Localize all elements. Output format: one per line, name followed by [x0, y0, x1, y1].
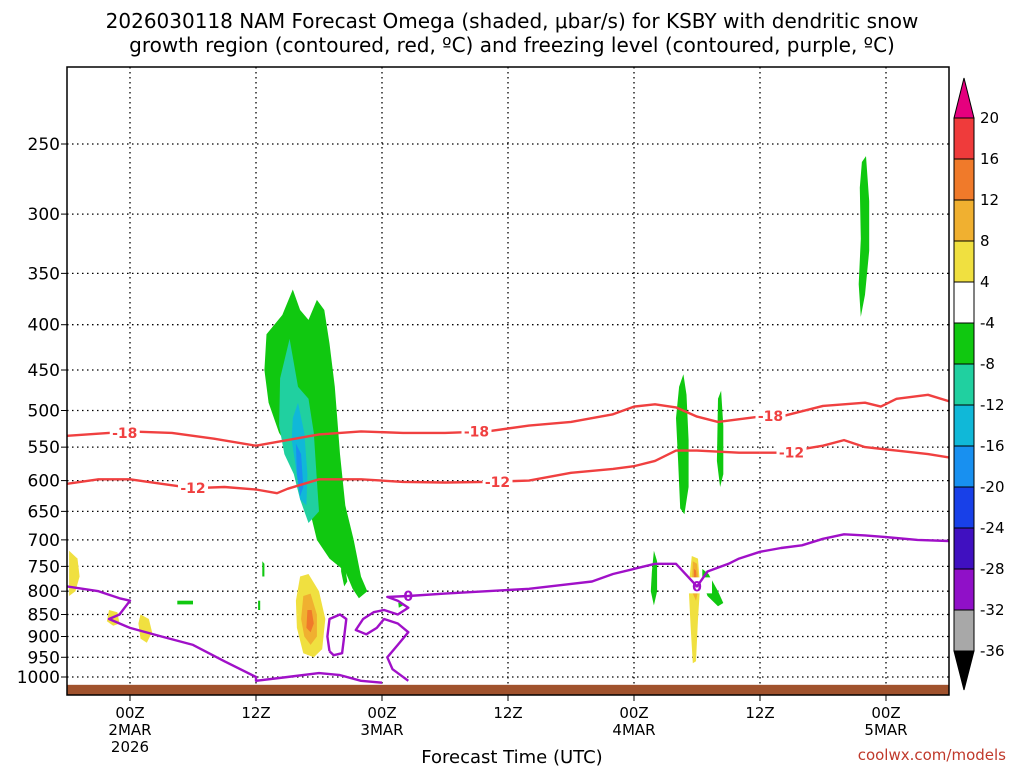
y-tick-label: 300	[28, 205, 60, 225]
y-tick-label: 400	[28, 316, 60, 336]
colorbar-bottom-arrow	[953, 650, 975, 691]
y-tick-label: 350	[28, 264, 60, 284]
y-tick-label: 950	[28, 648, 60, 668]
omega-region	[264, 289, 368, 599]
contour--12	[67, 438, 949, 495]
omega-region	[138, 614, 153, 643]
colorbar-label: 20	[980, 109, 999, 127]
omega-region	[858, 156, 870, 317]
colorbar-label: 16	[980, 150, 999, 168]
colorbar-box	[953, 117, 975, 160]
contour-label-bg	[755, 406, 786, 423]
contour--18	[67, 393, 949, 447]
colorbar-label: 8	[980, 232, 990, 250]
plot-frame	[66, 66, 950, 696]
colorbar-top-arrow	[953, 77, 975, 119]
y-tick-label: 850	[28, 606, 60, 626]
contour-label: -18	[464, 424, 489, 440]
x-tick-label: 12Z	[745, 704, 774, 722]
omega-region	[306, 610, 314, 633]
colorbar-label: 4	[980, 273, 990, 291]
contour-label-bg	[461, 422, 492, 439]
colorbar-label: -4	[980, 314, 995, 332]
y-tick-label: 700	[28, 531, 60, 551]
grid-layer	[67, 67, 949, 695]
x-tick-label: 2026	[111, 738, 149, 756]
colorbar-box	[953, 486, 975, 529]
colorbar-box	[953, 322, 975, 365]
omega-region	[69, 550, 80, 596]
omega-region	[295, 443, 304, 497]
contour-label: -12	[779, 446, 804, 462]
colorbar-box	[953, 404, 975, 447]
y-tick-label: 800	[28, 582, 60, 602]
omega-region	[341, 550, 348, 587]
x-tick-label: 12Z	[241, 704, 270, 722]
contour-label-bg	[482, 472, 513, 489]
colorbar-label: -8	[980, 355, 995, 373]
chart-title-line-1: 2026030118 NAM Forecast Omega (shaded, μ…	[105, 9, 919, 33]
ground-strip	[67, 684, 949, 695]
colorbar-box	[953, 199, 975, 242]
contour-label-bg	[178, 479, 208, 496]
contour-label: -18	[758, 409, 783, 425]
colorbar-box	[953, 609, 975, 652]
colorbar-label: -32	[980, 601, 1005, 619]
x-tick-label: 4MAR	[612, 721, 655, 739]
y-tick-label: 600	[28, 472, 60, 492]
colorbar-label: -24	[980, 519, 1005, 537]
contour-label-bg	[109, 423, 140, 440]
x-tick-label: 00Z	[619, 704, 648, 722]
y-tick-label: 750	[28, 557, 60, 577]
colorbar-label: 12	[980, 191, 999, 209]
omega-region	[262, 561, 265, 577]
colorbar-label: -36	[980, 642, 1005, 660]
omega-region	[258, 600, 261, 610]
colorbar-label: -16	[980, 437, 1005, 455]
omega-region	[177, 600, 193, 605]
y-tick-label: 450	[28, 361, 60, 381]
x-tick-label: 00Z	[115, 704, 144, 722]
contour-0	[67, 585, 383, 684]
contour-label: -12	[180, 481, 205, 497]
omega-region	[716, 390, 724, 487]
axis-layer: 2503003504004505005506006507007508008509…	[17, 66, 950, 756]
colorbar-box	[953, 281, 975, 324]
x-tick-label: 3MAR	[360, 721, 403, 739]
colorbar-label: -28	[980, 560, 1005, 578]
x-tick-label: 00Z	[871, 704, 900, 722]
colorbar-box	[953, 527, 975, 570]
colorbar-box	[953, 158, 975, 201]
x-tick-label: 5MAR	[864, 721, 907, 739]
contour-label: -12	[485, 475, 510, 491]
chart-title-line-2: growth region (contoured, red, ºC) and f…	[129, 33, 895, 57]
contour-label-bg	[776, 443, 807, 460]
omega-fill-layer	[67, 156, 949, 695]
contour-0c	[354, 533, 949, 682]
colorbar-label: -20	[980, 478, 1005, 496]
contour-0d	[326, 613, 348, 657]
colorbar-box	[953, 363, 975, 406]
y-tick-label: 650	[28, 502, 60, 522]
x-axis-title: Forecast Time (UTC)	[421, 747, 603, 768]
x-tick-label: 12Z	[493, 704, 522, 722]
colorbar-box	[953, 568, 975, 611]
y-tick-label: 900	[28, 627, 60, 647]
omega-region	[650, 550, 658, 606]
colorbar: 20 16 12 8 4 -4 -8 -12 -16 -20 -24 -28 -32 -36	[953, 77, 1005, 691]
colorbar-box	[953, 445, 975, 488]
colorbar-label: -12	[980, 396, 1005, 414]
x-tick-label: 00Z	[367, 704, 396, 722]
y-tick-label: 1000	[17, 668, 60, 688]
y-tick-label: 500	[28, 402, 60, 422]
omega-region	[676, 374, 689, 515]
y-tick-label: 250	[28, 135, 60, 155]
y-tick-label: 550	[28, 438, 60, 458]
x-tick-label: 2MAR	[108, 721, 151, 739]
credit-text[interactable]: coolwx.com/models	[857, 746, 1006, 764]
colorbar-box	[953, 240, 975, 283]
contour-label: -18	[112, 426, 137, 442]
